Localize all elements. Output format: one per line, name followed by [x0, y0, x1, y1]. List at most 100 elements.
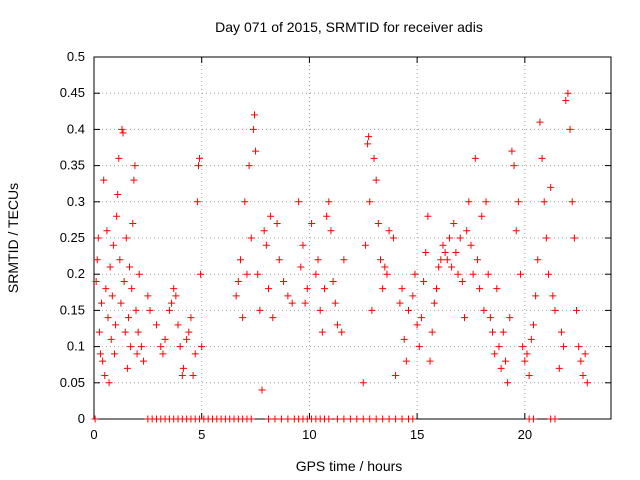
- data-point: [435, 263, 443, 271]
- data-point: [504, 379, 512, 387]
- data-point: [454, 270, 462, 278]
- data-point: [161, 335, 169, 343]
- data-point: [131, 162, 139, 170]
- data-point-zero: [247, 415, 255, 423]
- data-point: [445, 234, 453, 242]
- data-point: [405, 306, 413, 314]
- data-point: [437, 256, 445, 264]
- data-point: [159, 350, 167, 358]
- data-point: [365, 133, 373, 141]
- data-point: [379, 285, 387, 293]
- data-point: [426, 357, 434, 365]
- data-point: [383, 270, 391, 278]
- data-point: [499, 328, 507, 336]
- data-point: [555, 364, 563, 372]
- data-point: [95, 328, 103, 336]
- y-tick-label: 0.5: [67, 49, 85, 64]
- data-point: [424, 212, 432, 220]
- data-point: [501, 357, 509, 365]
- data-point: [112, 321, 120, 329]
- data-point: [562, 96, 570, 104]
- data-point: [495, 343, 503, 351]
- data-point: [422, 248, 430, 256]
- data-point: [385, 227, 393, 235]
- data-point: [135, 270, 143, 278]
- data-point: [523, 350, 531, 358]
- data-point: [370, 154, 378, 162]
- data-point: [236, 256, 244, 264]
- data-point: [122, 234, 130, 242]
- data-point: [198, 343, 206, 351]
- y-tick-label: 0.3: [67, 194, 85, 209]
- data-point: [340, 256, 348, 264]
- data-point: [517, 270, 525, 278]
- data-point: [303, 285, 311, 293]
- data-point: [232, 292, 240, 300]
- data-point: [101, 372, 109, 380]
- data-point: [534, 256, 542, 264]
- data-point: [245, 162, 253, 170]
- data-point: [456, 234, 464, 242]
- data-point: [121, 328, 129, 336]
- data-point: [527, 335, 535, 343]
- data-point: [484, 270, 492, 278]
- data-point: [152, 321, 160, 329]
- data-point: [137, 343, 145, 351]
- data-point: [116, 256, 124, 264]
- data-point: [256, 306, 264, 314]
- data-point: [439, 241, 447, 249]
- data-point: [102, 285, 110, 293]
- data-point: [104, 314, 112, 322]
- data-point-zero: [359, 415, 367, 423]
- data-point: [126, 263, 134, 271]
- data-point: [506, 314, 514, 322]
- data-point: [529, 321, 537, 329]
- data-point: [402, 357, 410, 365]
- x-tick-label: 5: [198, 427, 205, 442]
- data-point: [254, 270, 262, 278]
- data-point: [359, 379, 367, 387]
- data-point: [127, 343, 135, 351]
- data-point: [400, 335, 408, 343]
- data-point: [243, 270, 251, 278]
- data-point: [374, 220, 382, 228]
- data-point: [540, 198, 548, 206]
- data-point-zero: [385, 415, 393, 423]
- x-tick-label: 0: [90, 427, 97, 442]
- data-point: [329, 277, 337, 285]
- data-point: [176, 343, 184, 351]
- data-point: [443, 256, 451, 264]
- data-point: [308, 220, 316, 228]
- x-axis-label: GPS time / hours: [296, 458, 403, 474]
- x-tick-label: 20: [518, 427, 532, 442]
- data-point: [96, 350, 104, 358]
- data-point: [512, 227, 520, 235]
- data-point: [525, 372, 533, 380]
- data-point: [482, 198, 490, 206]
- data-point: [519, 343, 527, 351]
- data-point: [497, 364, 505, 372]
- data-point: [316, 306, 324, 314]
- data-point: [119, 129, 127, 137]
- data-point: [299, 241, 307, 249]
- data-point: [258, 386, 266, 394]
- data-point: [183, 335, 191, 343]
- data-point: [361, 241, 369, 249]
- y-tick-label: 0.4: [67, 121, 85, 136]
- data-point: [389, 234, 397, 242]
- data-point-zero: [284, 415, 292, 423]
- data-point-zero: [366, 415, 374, 423]
- data-point: [508, 147, 516, 155]
- data-point: [433, 285, 441, 293]
- data-point: [108, 292, 116, 300]
- data-point-zero: [325, 415, 333, 423]
- data-point: [170, 285, 178, 293]
- data-point: [430, 299, 438, 307]
- data-point: [105, 379, 113, 387]
- data-point: [115, 154, 123, 162]
- data-point: [314, 256, 322, 264]
- data-point: [269, 314, 277, 322]
- data-point: [273, 220, 281, 228]
- data-point: [174, 321, 182, 329]
